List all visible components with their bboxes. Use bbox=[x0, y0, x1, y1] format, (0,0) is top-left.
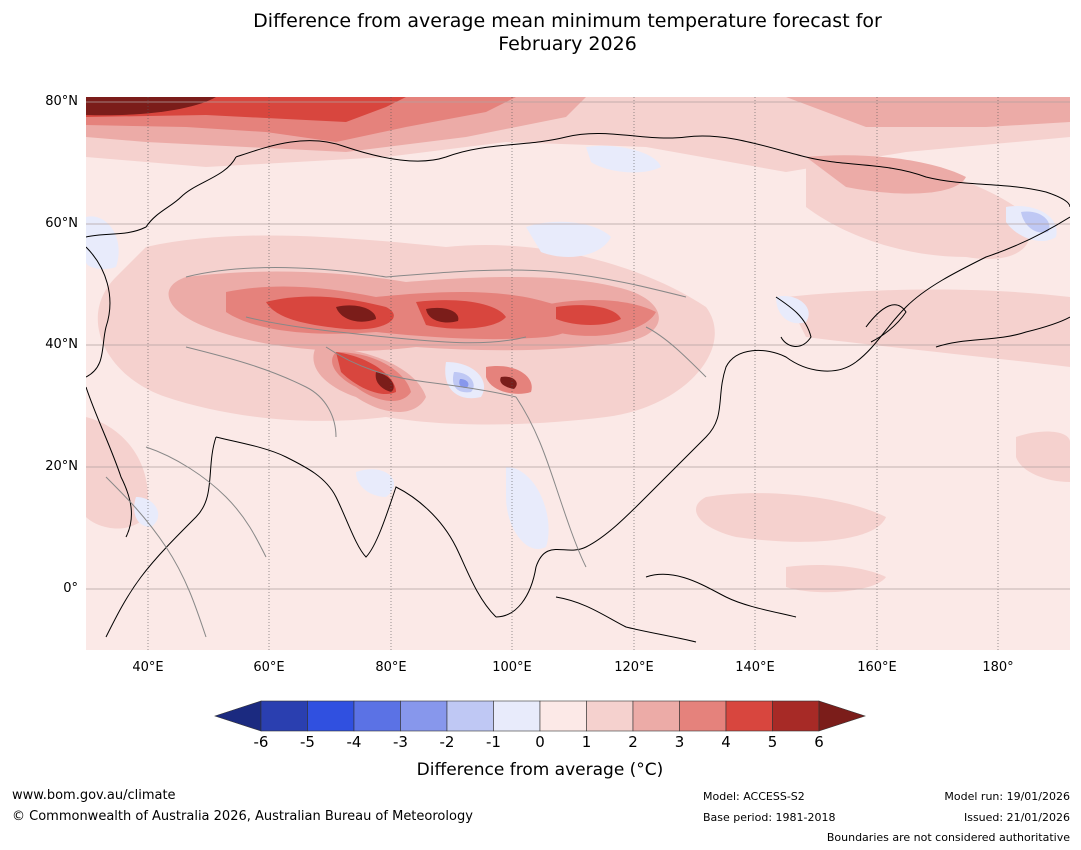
map-canvas bbox=[86, 97, 1070, 650]
colorbar-segment bbox=[586, 700, 634, 732]
colorbar-segment bbox=[679, 700, 727, 732]
lon-label-140e: 140°E bbox=[735, 660, 775, 675]
lon-label-80e: 80°E bbox=[375, 660, 407, 675]
lon-label-60e: 60°E bbox=[253, 660, 285, 675]
lon-label-40e: 40°E bbox=[132, 660, 164, 675]
colorbar-segment bbox=[446, 700, 494, 732]
latitude-lines bbox=[86, 101, 1070, 590]
colorbar-tick-label: 4 bbox=[721, 733, 731, 751]
lon-label-160e: 160°E bbox=[857, 660, 897, 675]
footer-model-run: Model run: 19/01/2026 bbox=[944, 790, 1070, 803]
colorbar-extend-high bbox=[818, 700, 866, 732]
graticule bbox=[147, 97, 999, 650]
colorbar-tick-label: 1 bbox=[581, 733, 592, 751]
colorbar-tick-label: 6 bbox=[814, 733, 824, 751]
footer-url: www.bom.gov.au/climate bbox=[12, 788, 176, 803]
temperature-anomaly-map bbox=[86, 97, 1070, 650]
title-line-1: Difference from average mean minimum tem… bbox=[253, 10, 882, 32]
anomaly-fill-above-6 bbox=[86, 97, 517, 392]
colorbar-extend-low bbox=[214, 700, 262, 732]
footer-disclaimer: Boundaries are not considered authoritat… bbox=[826, 831, 1070, 844]
colorbar-segment bbox=[493, 700, 541, 732]
colorbar-segment bbox=[307, 700, 355, 732]
colorbar-tick-label: -6 bbox=[253, 733, 269, 751]
lon-label-120e: 120°E bbox=[614, 660, 654, 675]
colorbar-label: Difference from average (°C) bbox=[416, 760, 664, 780]
coastlines bbox=[86, 132, 1070, 643]
lon-label-180: 180° bbox=[982, 660, 1014, 675]
footer-base-period: Base period: 1981-2018 bbox=[703, 811, 836, 824]
colorbar-tick-label: -5 bbox=[300, 733, 315, 751]
anomaly-fill-minus-3 bbox=[459, 379, 469, 388]
colorbar-tick-label: -4 bbox=[346, 733, 362, 751]
colorbar bbox=[214, 700, 866, 732]
colorbar-segment bbox=[353, 700, 401, 732]
colorbar-segment bbox=[260, 700, 308, 732]
lat-label-80n: 80°N bbox=[45, 94, 78, 109]
colorbar-tick-label: 0 bbox=[535, 733, 545, 751]
footer-copyright: © Commonwealth of Australia 2026, Austra… bbox=[12, 809, 473, 824]
lat-label-40n: 40°N bbox=[45, 337, 78, 352]
colorbar-tick-label: -1 bbox=[486, 733, 501, 751]
chart-title: Difference from average mean minimum tem… bbox=[120, 10, 1015, 56]
colorbar-segment bbox=[772, 700, 820, 732]
colorbar-segment bbox=[539, 700, 587, 732]
colorbar-tick-label: 3 bbox=[674, 733, 685, 751]
colorbar-segment bbox=[400, 700, 448, 732]
colorbar-tick-label: -2 bbox=[439, 733, 455, 751]
colorbar-tick-label: 2 bbox=[628, 733, 638, 751]
colorbar-segment bbox=[725, 700, 773, 732]
lat-label-60n: 60°N bbox=[45, 216, 78, 231]
lat-label-20n: 20°N bbox=[45, 459, 78, 474]
title-line-2: February 2026 bbox=[498, 33, 637, 55]
colorbar-segment bbox=[632, 700, 680, 732]
colorbar-tick-label: 5 bbox=[767, 733, 778, 751]
colorbar-tick-label: -3 bbox=[393, 733, 408, 751]
country-borders bbox=[105, 267, 707, 638]
lat-label-0: 0° bbox=[63, 581, 78, 596]
footer-issued: Issued: 21/01/2026 bbox=[963, 811, 1070, 824]
footer-model: Model: ACCESS-S2 bbox=[703, 790, 805, 803]
lon-label-100e: 100°E bbox=[492, 660, 532, 675]
